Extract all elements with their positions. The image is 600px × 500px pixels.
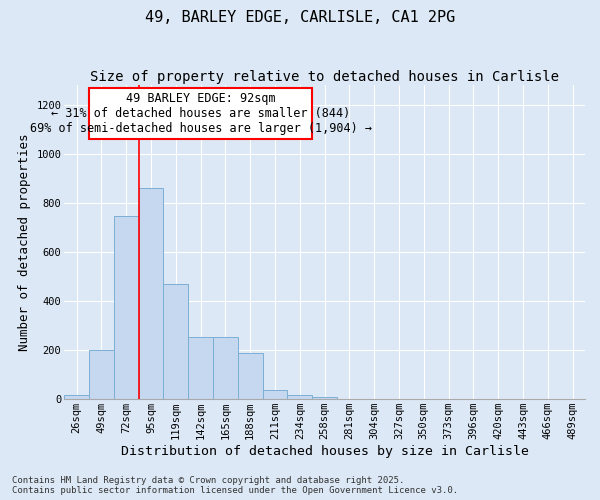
Bar <box>213 338 238 398</box>
Y-axis label: Number of detached properties: Number of detached properties <box>18 133 31 350</box>
Text: Contains HM Land Registry data © Crown copyright and database right 2025.
Contai: Contains HM Land Registry data © Crown c… <box>12 476 458 495</box>
FancyBboxPatch shape <box>89 88 312 139</box>
Bar <box>114 216 139 398</box>
Bar <box>188 338 213 398</box>
Bar <box>163 284 188 399</box>
Text: 49, BARLEY EDGE, CARLISLE, CA1 2PG: 49, BARLEY EDGE, CARLISLE, CA1 2PG <box>145 10 455 25</box>
Bar <box>64 395 89 398</box>
Bar <box>287 395 312 398</box>
Text: 49 BARLEY EDGE: 92sqm
← 31% of detached houses are smaller (844)
69% of semi-det: 49 BARLEY EDGE: 92sqm ← 31% of detached … <box>29 92 371 135</box>
Title: Size of property relative to detached houses in Carlisle: Size of property relative to detached ho… <box>90 70 559 84</box>
Bar <box>238 354 263 399</box>
Bar <box>89 350 114 399</box>
X-axis label: Distribution of detached houses by size in Carlisle: Distribution of detached houses by size … <box>121 444 529 458</box>
Bar <box>139 188 163 398</box>
Bar <box>263 390 287 398</box>
